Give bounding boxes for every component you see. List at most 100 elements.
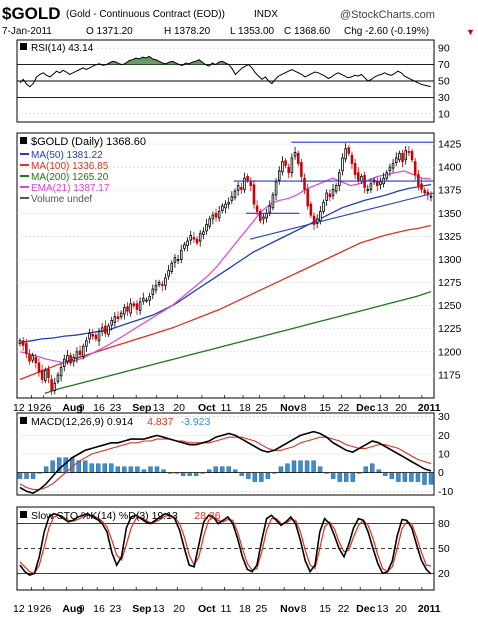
x-axis-label-0-11: 11: [221, 402, 232, 414]
candle-body: [202, 231, 205, 235]
candle-body: [151, 288, 155, 295]
candle-body: [211, 214, 215, 220]
macd-histogram-bar: [193, 472, 199, 476]
macd-histogram-bar: [389, 472, 395, 479]
price-tick-label-6: 1275: [438, 277, 462, 289]
price-title: $GOLD (Daily) 1368.60: [31, 136, 146, 148]
macd-legend-label-2: -3.923: [181, 416, 211, 428]
sto-legend-label-1: 28.86: [194, 510, 220, 522]
candle-body: [157, 282, 161, 285]
candle-body: [249, 180, 253, 187]
rsi-legend-swatch: [20, 43, 27, 50]
price-legend-label-1: MA(100) 1336.85: [31, 161, 109, 172]
macd-histogram-bar: [428, 472, 434, 485]
ma100-line: [19, 224, 432, 381]
candle-body: [37, 362, 41, 373]
x-axis-label-1-12: 18: [239, 603, 251, 615]
sto-tick-label-1: 50: [438, 543, 450, 555]
price-tick-label-8: 1225: [438, 323, 462, 335]
exchange-label: INDX: [254, 9, 278, 20]
candle-body: [398, 152, 401, 161]
x-axis-label-1-21: 2011: [418, 603, 441, 615]
x-axis-label-1-7: Sep: [132, 603, 151, 615]
x-axis-label-0-16: 15: [319, 402, 331, 414]
candle-body: [410, 151, 414, 161]
candle-body: [107, 325, 110, 335]
macd-histogram-bar: [128, 466, 134, 473]
price-tick-label-7: 1250: [438, 300, 462, 312]
candle-body: [116, 316, 120, 319]
x-axis-label-1-20: 20: [395, 603, 407, 615]
x-axis-label-1-5: 16: [93, 603, 105, 615]
macd-histogram-bar: [83, 460, 88, 473]
sto-k-line: [19, 512, 432, 576]
candle-body: [104, 325, 107, 334]
price-tick-label-10: 1175: [438, 369, 461, 381]
x-axis-label-1-8: 13: [153, 603, 165, 615]
candle-body: [322, 201, 325, 212]
price-legend-label-2: MA(200) 1265.20: [31, 172, 109, 183]
candle-body: [404, 150, 407, 161]
candle-body: [353, 163, 357, 175]
macd-histogram-bar: [278, 466, 284, 473]
candle-body: [328, 193, 332, 198]
candle-body: [170, 262, 174, 272]
rsi-tick-label-4: 10: [438, 108, 450, 120]
candle-body: [164, 277, 167, 286]
candle-body: [135, 303, 139, 310]
candle-body: [303, 177, 306, 190]
macd-histogram-bar: [30, 472, 36, 479]
ema21-line: [19, 170, 432, 364]
quote-close: C 1368.60: [284, 26, 331, 37]
x-axis-label-0-1: 19: [27, 402, 39, 414]
x-axis-label-1-17: 22: [338, 603, 350, 615]
macd-histogram-bar: [115, 466, 121, 473]
candle-body: [233, 190, 237, 199]
macd-histogram-bar: [415, 472, 421, 482]
candle-body: [176, 259, 180, 261]
macd-histogram-bar: [343, 472, 349, 482]
macd-histogram-bar: [109, 463, 114, 473]
candle-body: [255, 205, 259, 212]
x-axis-label-0-3: Aug: [62, 402, 82, 414]
candle-body: [97, 331, 101, 342]
quote-date: 7-Jan-2011: [2, 26, 52, 37]
candle-body: [274, 181, 278, 196]
macd-histogram-bar: [154, 466, 160, 473]
candle-body: [91, 333, 94, 337]
x-axis-label-0-10: Oct: [198, 402, 216, 414]
x-axis-label-1-13: 25: [255, 603, 267, 615]
candle-body: [18, 340, 22, 344]
rsi-tick-label-3: 30: [438, 92, 450, 104]
candle-body: [312, 215, 316, 225]
candle-body: [394, 157, 398, 163]
candle-body: [281, 161, 284, 173]
candle-body: [357, 172, 360, 181]
price-legend-label-4: Volume undef: [31, 194, 92, 205]
price-tick-label-2: 1375: [438, 185, 462, 197]
candle-body: [126, 306, 129, 312]
candle-body: [296, 152, 300, 164]
macd-tick-label-4: -10: [438, 486, 453, 498]
candle-body: [347, 147, 351, 154]
candle-body: [325, 192, 328, 201]
candle-body: [145, 299, 148, 302]
candle-body: [40, 369, 44, 380]
x-axis-label-0-14: Nov: [280, 402, 300, 414]
candle-body: [309, 203, 313, 216]
macd-histogram-bar: [363, 466, 368, 473]
candle-body: [246, 175, 249, 181]
macd-signal-line: [19, 436, 432, 490]
sto-tick-label-0: 80: [438, 518, 450, 530]
candle-body: [379, 181, 382, 186]
x-axis-label-0-18: Dec: [356, 402, 375, 414]
macd-histogram-bar: [24, 472, 29, 479]
candle-body: [243, 177, 246, 190]
x-axis-label-1-11: 11: [221, 603, 232, 615]
candle-body: [350, 154, 354, 164]
candle-body: [214, 212, 218, 218]
sto-legend-label-0: Slow STO %K(14) %D(3) 19.13: [31, 510, 178, 522]
candle-body: [123, 307, 126, 315]
macd-tick-label-3: 0: [438, 467, 444, 479]
